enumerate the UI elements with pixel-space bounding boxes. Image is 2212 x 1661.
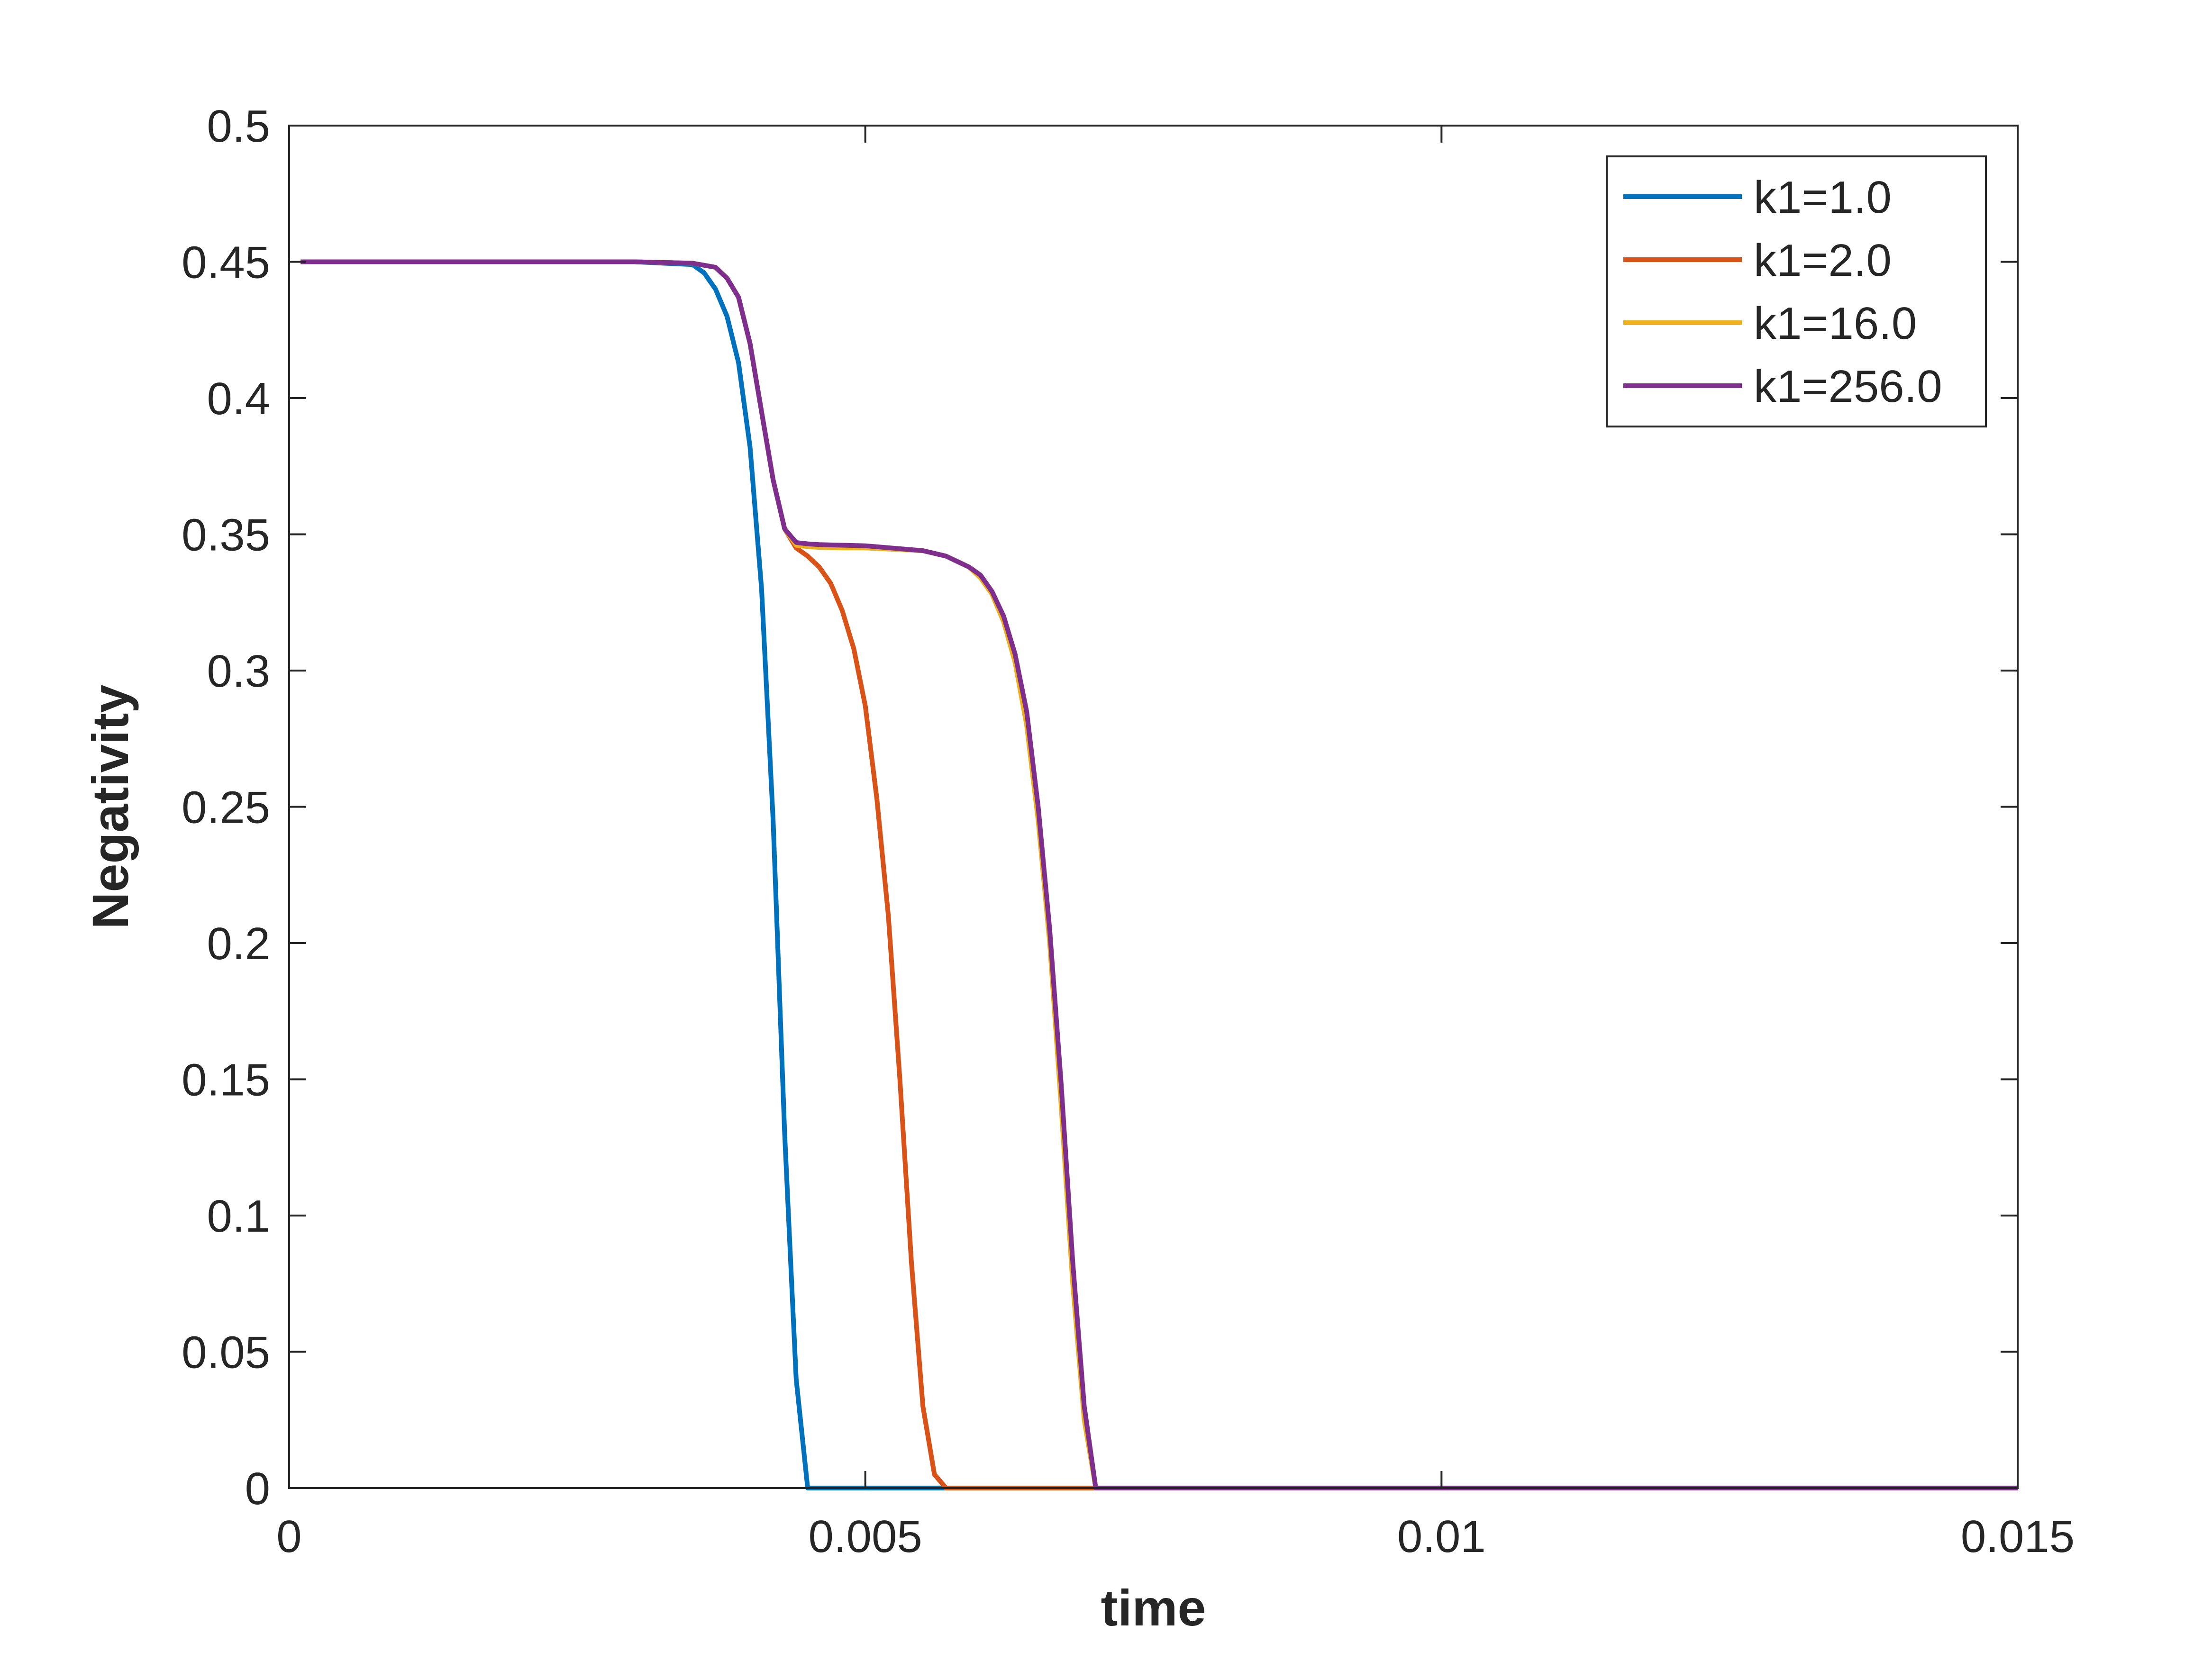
x-tick-label: 0.015 [1961, 1511, 2075, 1562]
y-tick-label: 0 [245, 1463, 270, 1514]
y-tick-label: 0.2 [207, 918, 270, 969]
legend-label-2: k1=2.0 [1754, 235, 1892, 286]
y-tick-label: 0.25 [182, 782, 270, 833]
legend: k1=1.0 k1=2.0 k1=16.0 k1=256.0 [1606, 155, 1987, 427]
legend-label-4: k1=256.0 [1754, 361, 1942, 412]
y-tick-label: 0.15 [182, 1055, 270, 1106]
legend-label-3: k1=16.0 [1754, 298, 1917, 349]
y-tick-label: 0.4 [207, 373, 270, 424]
y-tick-label: 0.35 [182, 510, 270, 561]
legend-box [1606, 155, 1987, 427]
x-tick-label: 0.005 [809, 1511, 922, 1562]
ticks-layer: 0 0.005 0.01 0.015 0 0.05 0.1 0.15 0.2 0.25 0.3 0.3… [182, 101, 2075, 1562]
y-tick-label: 0.5 [207, 101, 270, 152]
series-line-4 [300, 259, 2018, 1490]
x-axis-label: time [1101, 1579, 1206, 1636]
y-tick-label: 0.05 [182, 1327, 270, 1378]
x-tick-label: 0 [276, 1511, 301, 1562]
y-tick-label: 0.45 [182, 237, 270, 288]
y-axis-label: Negativity [82, 684, 139, 929]
y-tick-label: 0.3 [207, 646, 270, 697]
legend-label-1: k1=1.0 [1754, 172, 1892, 223]
series-layer [300, 259, 2018, 1490]
y-tick-label: 0.1 [207, 1191, 270, 1242]
x-tick-label: 0.01 [1397, 1511, 1486, 1562]
